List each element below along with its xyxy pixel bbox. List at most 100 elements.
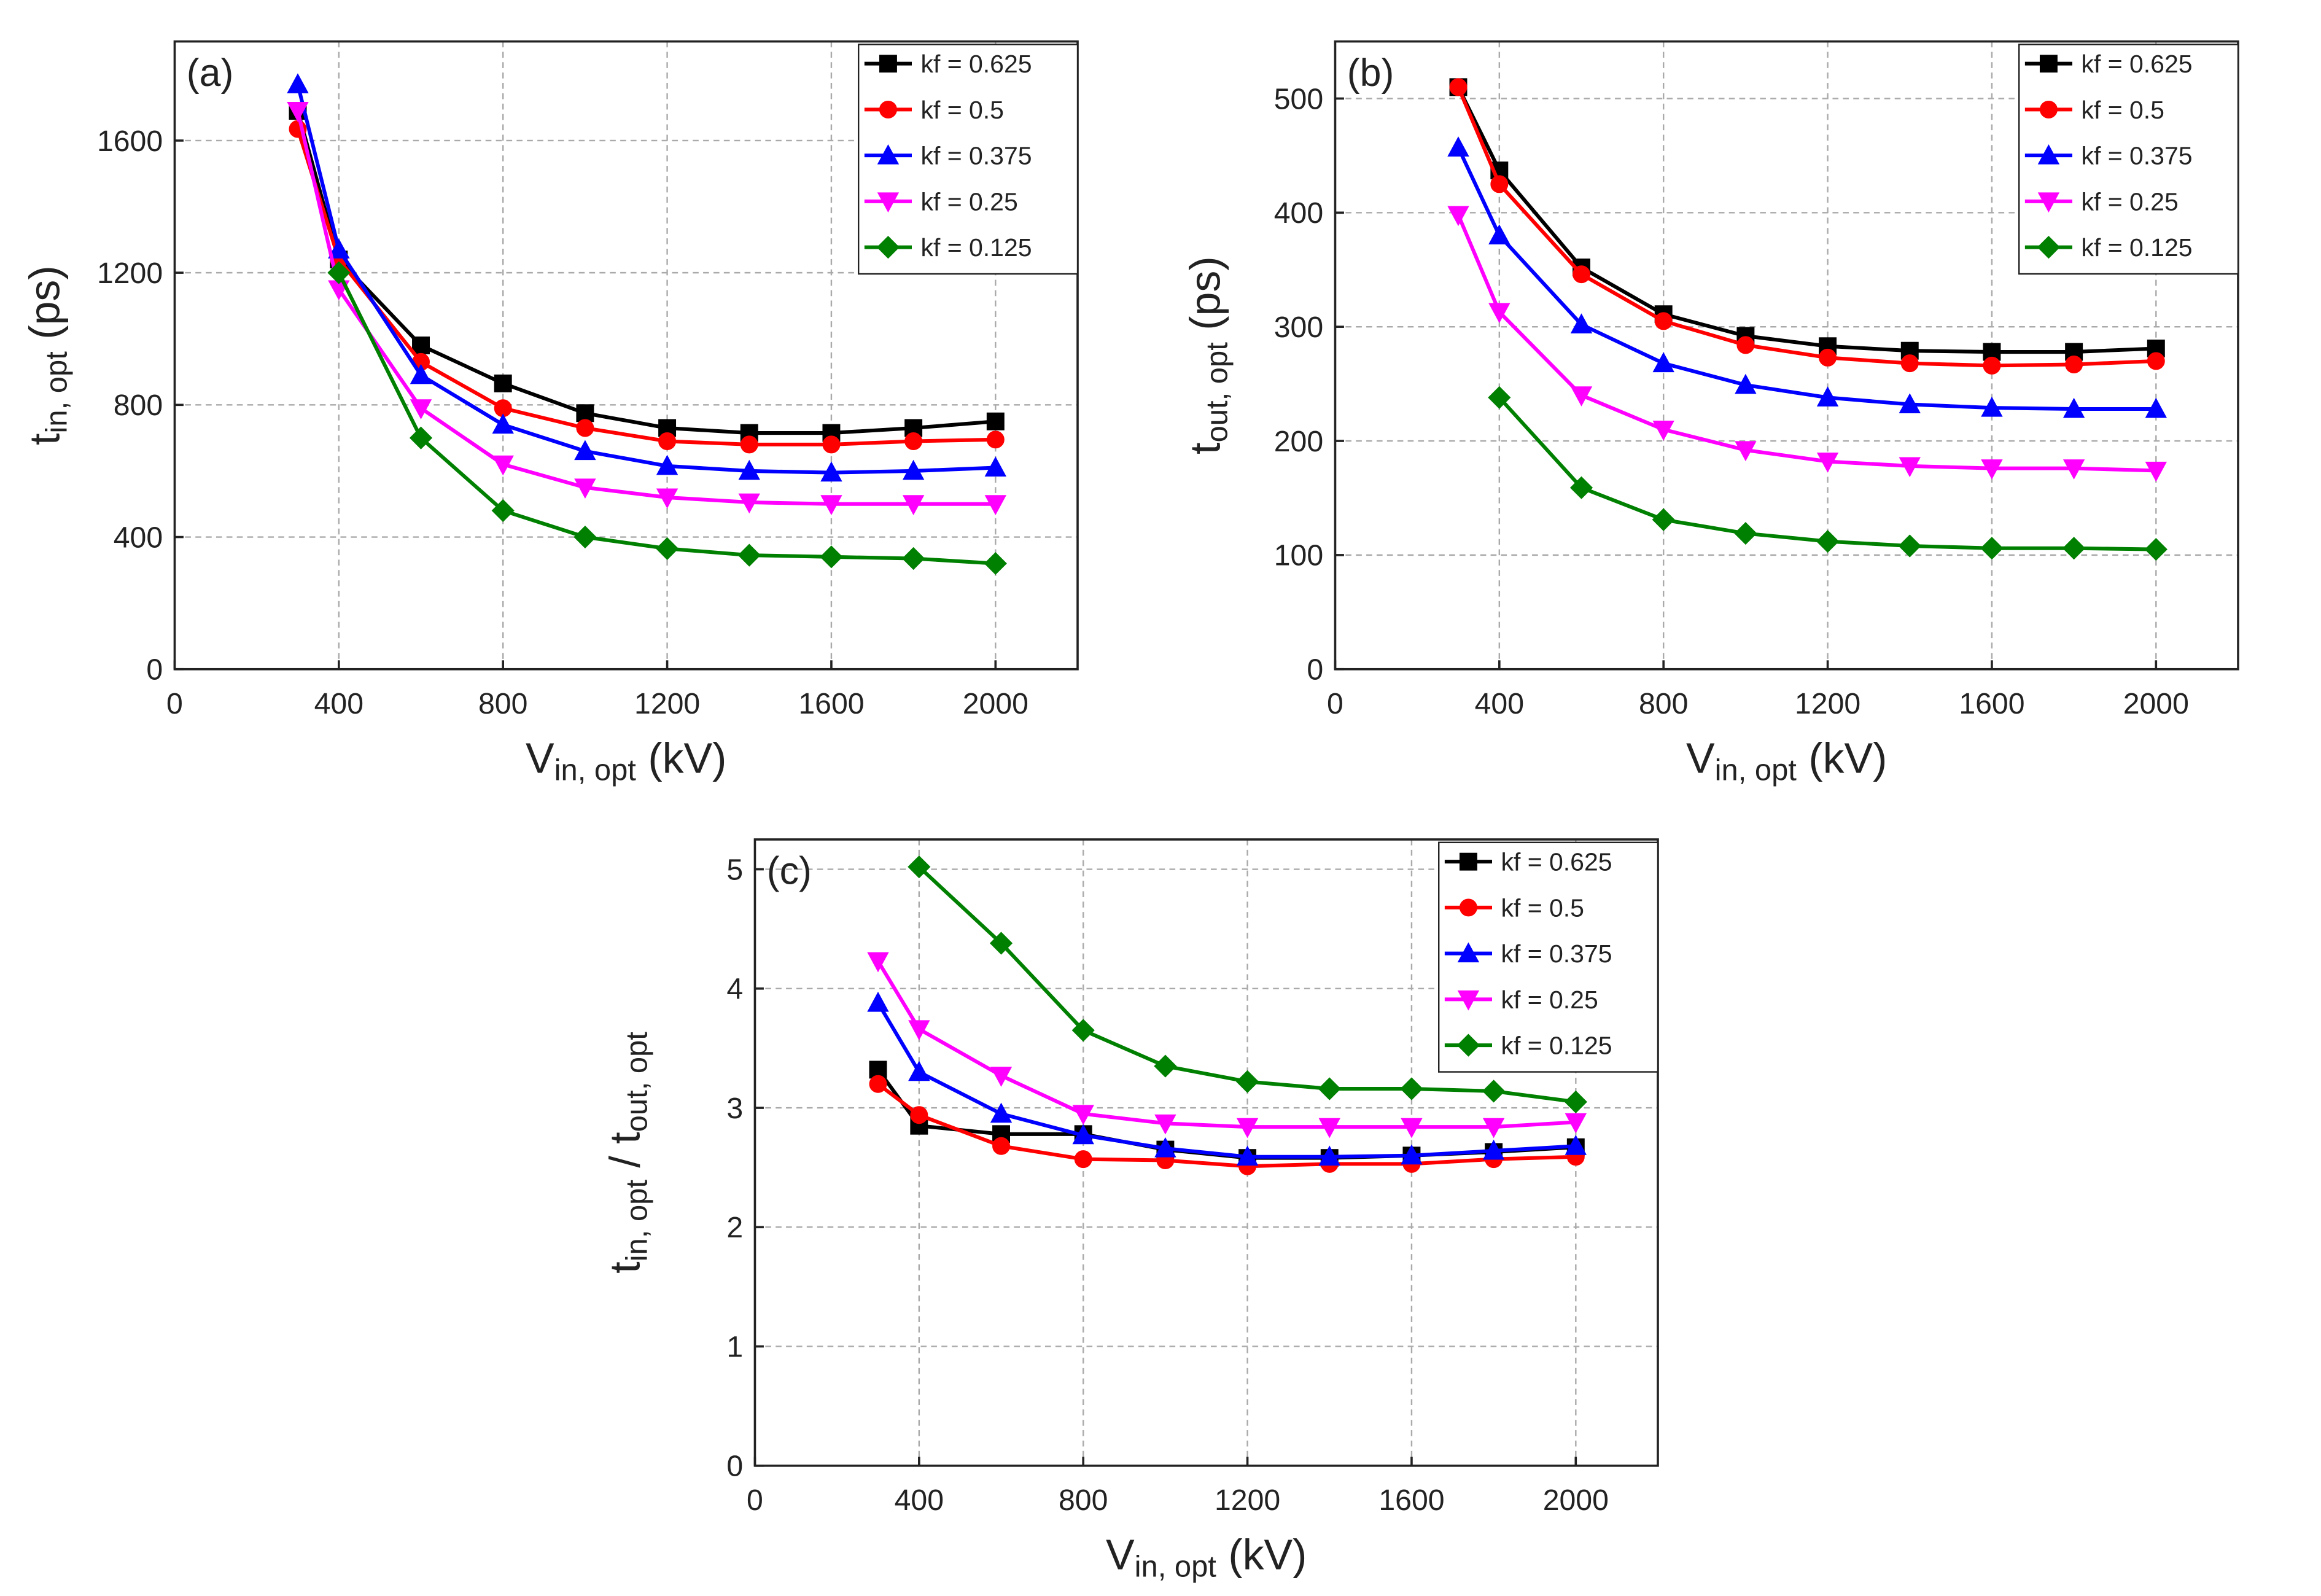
x-tick-label: 800: [1059, 1484, 1108, 1517]
label-part: t: [1181, 442, 1229, 454]
marker: [287, 73, 309, 93]
x-tick-label: 0: [166, 687, 183, 720]
marker: [2039, 100, 2058, 119]
marker: [1570, 313, 1593, 333]
marker: [1900, 341, 1919, 360]
marker: [494, 374, 512, 392]
marker: [1459, 852, 1477, 871]
y-tick-label: 3: [726, 1092, 743, 1125]
marker: [737, 543, 761, 567]
x-tick-label: 0: [747, 1484, 763, 1517]
legend-label: kf = 0.625: [1501, 848, 1612, 876]
legend-label: kf = 0.125: [2081, 233, 2192, 262]
marker: [1154, 1114, 1176, 1135]
marker: [986, 430, 1005, 449]
marker: [740, 435, 758, 454]
marker: [412, 337, 430, 354]
marker: [1459, 898, 1477, 917]
marker: [990, 1102, 1013, 1123]
marker: [1318, 1118, 1340, 1139]
legend-label: kf = 0.25: [2081, 187, 2178, 216]
x-tick-label: 1600: [1378, 1484, 1444, 1517]
marker: [1318, 1145, 1340, 1166]
marker: [820, 461, 842, 482]
marker: [491, 499, 515, 523]
label-part: (ps): [20, 265, 68, 351]
legend-label: kf = 0.125: [920, 233, 1032, 262]
x-tick-label: 1600: [798, 687, 864, 720]
x-axis-label: Vin, opt (kV): [1686, 734, 1887, 787]
marker: [2145, 461, 2167, 482]
y-tick-label: 400: [1274, 197, 1323, 230]
y-axis-label: tout, opt (ps): [1181, 256, 1234, 454]
marker: [1154, 1137, 1176, 1158]
marker: [879, 100, 897, 119]
y-tick-label: 2: [726, 1211, 743, 1244]
marker: [1816, 530, 1840, 553]
y-tick-label: 500: [1274, 82, 1323, 115]
y-tick-label: 1600: [97, 125, 163, 158]
marker: [2037, 236, 2061, 259]
marker: [410, 399, 432, 419]
marker: [1154, 1054, 1177, 1078]
marker: [1652, 508, 1675, 531]
marker: [869, 1075, 887, 1093]
marker: [1401, 1144, 1423, 1165]
label-part: V: [1686, 734, 1715, 782]
label-part: in, opt: [554, 754, 637, 787]
marker: [576, 404, 594, 422]
series-line: [296, 110, 996, 506]
series-line: [876, 960, 1576, 1129]
marker: [574, 478, 596, 499]
marker: [1735, 441, 1757, 462]
marker: [992, 1137, 1010, 1155]
label-part: (kV): [636, 734, 727, 782]
y-tick-label: 300: [1274, 311, 1323, 344]
legend-label: kf = 0.25: [920, 187, 1017, 216]
marker: [658, 432, 677, 450]
marker: [656, 454, 678, 475]
plot-frame: [1334, 40, 2239, 671]
marker: [2037, 144, 2060, 165]
y-tick-label: 100: [1274, 539, 1323, 572]
marker: [1401, 1118, 1423, 1139]
marker: [287, 102, 309, 122]
legend-label: kf = 0.625: [2081, 50, 2192, 78]
marker: [1074, 1150, 1092, 1169]
label-part: in, opt: [1135, 1551, 1217, 1584]
marker: [984, 456, 1007, 477]
marker: [1488, 224, 1510, 244]
marker: [1570, 386, 1593, 407]
marker: [986, 412, 1005, 430]
panel-label: (c): [767, 849, 812, 892]
marker: [2147, 352, 2165, 370]
label-part: out, opt: [1201, 342, 1234, 443]
x-tick-label: 1200: [1215, 1484, 1280, 1517]
marker: [876, 236, 900, 259]
marker: [990, 1067, 1013, 1087]
legend-label: kf = 0.5: [920, 96, 1004, 124]
marker: [1488, 386, 1511, 409]
marker: [1449, 78, 1468, 96]
y-tick-label: 1: [726, 1330, 743, 1363]
series-line: [1456, 214, 2156, 473]
label-part: t: [20, 433, 68, 445]
marker: [1318, 1077, 1341, 1100]
y-tick-label: 4: [726, 973, 743, 1006]
subplot: 0 400 800 1200 1600 2000 0 100 200 300 400 500 (b) Vi…: [1181, 40, 2239, 787]
label-part: (kV): [1797, 734, 1888, 782]
marker: [1652, 420, 1674, 441]
marker: [1736, 336, 1755, 354]
legend-label: kf = 0.625: [920, 50, 1032, 78]
marker: [738, 493, 760, 514]
x-tick-label: 2000: [2123, 687, 2189, 720]
marker: [1447, 206, 1469, 227]
y-tick-label: 0: [1307, 653, 1323, 687]
marker: [1457, 990, 1480, 1011]
marker: [1900, 354, 1919, 373]
marker: [984, 495, 1007, 515]
marker: [877, 192, 900, 213]
y-axis-label: tin, opt (ps): [20, 265, 73, 445]
marker: [904, 432, 923, 450]
